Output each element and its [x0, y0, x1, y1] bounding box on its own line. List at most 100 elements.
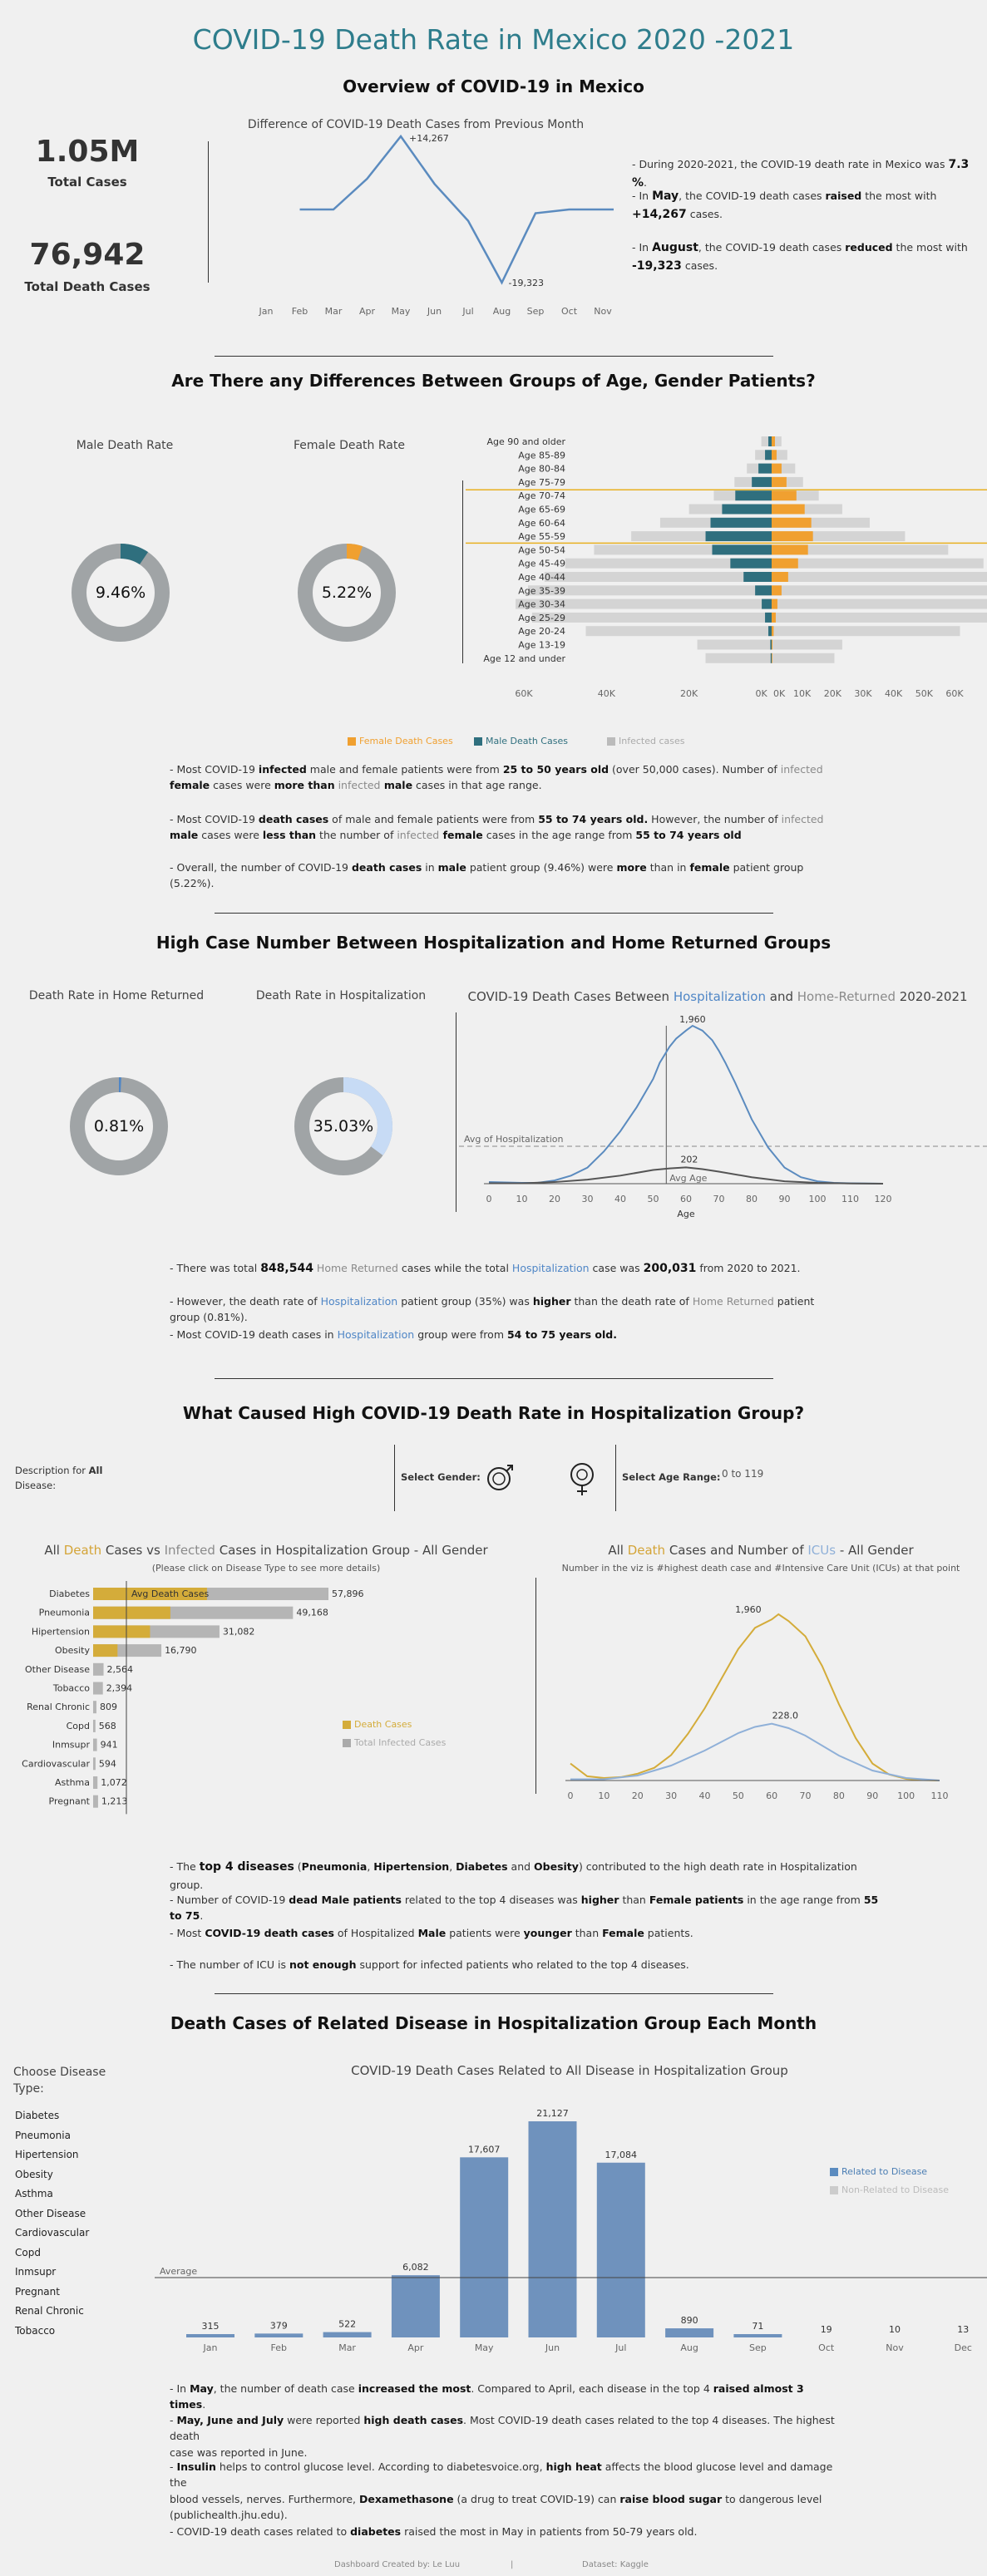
x-tick: 0K [755, 688, 767, 699]
x-tick: 80 [746, 1194, 758, 1204]
infected-bar [93, 1757, 96, 1771]
x-tick: 50 [648, 1194, 659, 1204]
infected-bar-female [772, 585, 987, 596]
female-death-bar [772, 531, 813, 542]
x-tick: 0K [773, 688, 786, 699]
overview-heading: Overview of COVID-19 in Mexico [343, 76, 644, 96]
disease-label: Diabetes [49, 1588, 90, 1599]
bar-value-label: 31,082 [223, 1626, 255, 1637]
bar-value-label: 10 [889, 2324, 901, 2335]
age-label: Age 60-64 [518, 518, 565, 529]
month-bar-feb [254, 2333, 304, 2337]
infected-bar-female [772, 653, 835, 663]
hosp-paragraph-1: - There was total 848,544 Home Returned … [170, 1262, 801, 1275]
disease-option-diabetes[interactable]: Diabetes [15, 2110, 60, 2121]
legend-male-death: Male Death Cases [474, 736, 568, 746]
bar-value-label: 594 [99, 1758, 116, 1769]
disease-option-pregnant[interactable]: Pregnant [15, 2285, 60, 2298]
female-rate-value: 5.22% [322, 584, 372, 602]
bar-value-label: 2,564 [107, 1664, 134, 1675]
disease-option-pneumonia[interactable]: Pneumonia [15, 2129, 71, 2141]
male-death-bar [710, 517, 772, 528]
bar-value-label: 71 [752, 2321, 763, 2332]
female-death-bar [772, 450, 777, 461]
x-tick-oct: Oct [818, 2342, 835, 2353]
female-icon[interactable] [565, 1460, 599, 1497]
icu-chart-subtitle: Number in the viz is #highest death case… [561, 1563, 960, 1574]
bar-value-label: 17,607 [468, 2144, 501, 2155]
avg-death-label: Avg Death Cases [131, 1588, 210, 1599]
disease-option-renal-chronic[interactable]: Renal Chronic [15, 2305, 84, 2317]
bar-value-label: 890 [681, 2315, 698, 2326]
month-bar-may [460, 2157, 509, 2337]
disease-bar-title: All Death Cases vs Infected Cases in Hos… [44, 1543, 488, 1558]
footer-sep: | [511, 2560, 514, 2569]
diff-series-line [299, 134, 614, 285]
disease-label: Copd [67, 1721, 90, 1731]
hosp-rate-title: Death Rate in Hospitalization [255, 989, 427, 1002]
series-line-icu [570, 1722, 940, 1781]
home-rate-title: Death Rate in Home Returned [28, 989, 205, 1002]
male-icon[interactable] [482, 1460, 516, 1494]
min-data-label: -19,323 [509, 278, 544, 288]
disease-option-asthma[interactable]: Asthma [15, 2188, 53, 2199]
x-tick: 100 [809, 1194, 827, 1204]
monthly-paragraph-2: - May, June and July were reported high … [170, 2414, 835, 2459]
x-tick: 50 [733, 1790, 744, 1801]
disease-option-obesity[interactable]: Obesity [15, 2168, 53, 2180]
infected-bar [93, 1701, 96, 1714]
disease-label: Pregnant [49, 1796, 91, 1807]
disease-option-copd[interactable]: Copd [15, 2246, 41, 2258]
x-tick-nov: Nov [886, 2342, 904, 2353]
x-tick: 60 [680, 1194, 692, 1204]
infected-bar-female [772, 598, 987, 609]
average-label: Average [160, 2266, 197, 2277]
disease-option-hipertension[interactable]: Hipertension [15, 2149, 79, 2160]
x-tick: 110 [841, 1194, 859, 1204]
peak-label-death: 1,960 [735, 1604, 762, 1615]
total-cases-label: Total Cases [47, 175, 127, 190]
bar-value-label: 809 [100, 1702, 117, 1712]
disease-option-other-disease[interactable]: Other Disease [15, 2207, 86, 2219]
female-death-bar [772, 598, 777, 609]
infected-bar-female [772, 558, 984, 569]
age-label: Age 75-79 [518, 477, 565, 488]
x-tick-apr: Apr [359, 306, 376, 317]
avg-age-label: Avg Age [669, 1173, 707, 1184]
female-death-bar [772, 572, 788, 582]
disease-option-cardiovascular[interactable]: Cardiovascular [15, 2227, 90, 2239]
legend-infected: Infected cases [607, 736, 684, 746]
infected-bar-female [772, 639, 842, 650]
legend-death-cases: Death Cases [343, 1719, 412, 1730]
male-death-bar [712, 544, 772, 555]
male-death-bar [735, 490, 772, 501]
disease-label: Inmsupr [52, 1740, 91, 1751]
max-data-label: +14,267 [409, 133, 449, 144]
bar-value-label: 941 [101, 1740, 118, 1751]
disease-description: Description for All Disease: [15, 1465, 103, 1492]
x-tick: 60K [515, 688, 533, 699]
disease-label: Tobacco [52, 1683, 90, 1694]
age-range-value[interactable]: 0 to 119 [722, 1468, 764, 1480]
age-label: Age 85-89 [518, 450, 565, 461]
x-tick: 10 [598, 1790, 609, 1801]
female-death-bar [772, 585, 782, 596]
cause-paragraph-3: - Most COVID-19 death cases of Hospitali… [170, 1927, 693, 1939]
overview-bullet-2: - In May, the COVID-19 death cases raise… [632, 190, 937, 221]
hosp-rate-value: 35.03% [313, 1117, 373, 1135]
month-bar-jan [186, 2334, 234, 2337]
legend-non-related: Non-Related to Disease [830, 2184, 949, 2195]
x-tick-jan: Jan [259, 306, 274, 317]
x-tick: 50K [915, 688, 934, 699]
dashboard-title: COVID-19 Death Rate in Mexico 2020 -2021 [192, 23, 795, 56]
age-label: Age 55-59 [518, 531, 565, 542]
female-death-bar [772, 436, 775, 446]
death-bar [93, 1606, 170, 1619]
female-donut-chart: 5.22% [298, 544, 396, 642]
age-label: Age 65-69 [518, 505, 565, 515]
disease-option-inmsupr[interactable]: Inmsupr [15, 2266, 57, 2278]
bar-value-label: 16,790 [165, 1645, 197, 1656]
infected-bar-female [772, 544, 949, 555]
disease-bar-chart[interactable]: Diabetes 57,896 Pneumonia 49,168 Hipertensio… [0, 1576, 532, 1817]
disease-option-tobacco[interactable]: Tobacco [15, 2324, 56, 2337]
